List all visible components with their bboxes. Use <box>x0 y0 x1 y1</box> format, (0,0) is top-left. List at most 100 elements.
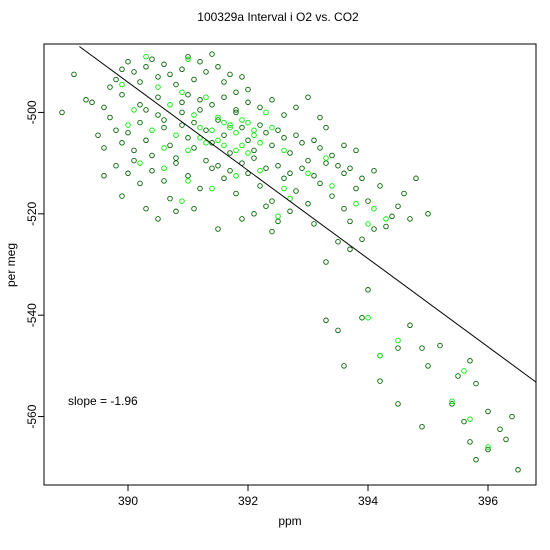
data-point <box>215 137 221 144</box>
data-point <box>371 167 377 174</box>
data-point <box>191 112 197 118</box>
data-point <box>185 53 191 60</box>
data-point <box>125 129 131 136</box>
data-point <box>155 216 161 222</box>
data-point <box>281 147 287 154</box>
data-point <box>203 140 209 146</box>
data-point <box>323 259 329 265</box>
data-point <box>305 170 311 177</box>
data-point <box>191 76 197 83</box>
data-point <box>395 203 401 209</box>
data-point <box>449 398 455 405</box>
data-point <box>173 81 179 88</box>
data-point <box>113 76 119 83</box>
data-point <box>377 352 383 359</box>
data-point <box>269 198 275 204</box>
data-point <box>515 467 521 473</box>
data-point <box>311 173 317 179</box>
data-point <box>179 198 185 204</box>
data-point <box>197 185 203 192</box>
data-point <box>467 358 473 364</box>
data-point <box>107 84 113 90</box>
data-point <box>245 137 251 144</box>
data-point <box>335 327 341 334</box>
data-point <box>263 165 269 171</box>
y-axis-label: per meg <box>4 243 18 287</box>
data-point <box>203 157 209 164</box>
data-point <box>221 119 227 126</box>
data-point <box>101 173 107 179</box>
data-point <box>149 167 155 174</box>
data-point <box>245 119 251 126</box>
data-point <box>473 456 479 463</box>
data-point <box>365 221 371 227</box>
data-point <box>233 129 239 136</box>
data-point <box>437 342 443 349</box>
data-point <box>125 170 131 177</box>
data-point <box>107 114 113 121</box>
data-point <box>227 122 233 128</box>
data-point <box>359 236 365 242</box>
data-point <box>203 69 209 75</box>
data-point <box>143 205 149 212</box>
data-point <box>407 216 413 222</box>
data-point <box>179 122 185 128</box>
data-point <box>323 160 329 166</box>
data-point <box>485 446 491 453</box>
data-point <box>383 223 389 230</box>
data-point <box>299 165 305 171</box>
data-point <box>209 185 215 192</box>
data-point <box>137 79 143 85</box>
x-axis-label: ppm <box>278 514 301 528</box>
data-point <box>287 170 293 177</box>
data-point <box>395 401 401 407</box>
data-point <box>185 56 191 62</box>
data-point <box>179 99 185 106</box>
data-point <box>509 413 515 420</box>
data-point <box>485 444 491 450</box>
data-point <box>305 200 311 207</box>
data-point <box>359 314 365 321</box>
data-point <box>377 378 383 384</box>
data-point <box>323 124 329 131</box>
data-point <box>173 132 179 138</box>
data-point <box>401 190 407 197</box>
data-point <box>161 61 167 68</box>
data-point <box>263 203 269 209</box>
data-point <box>257 140 263 146</box>
data-point <box>167 195 173 202</box>
data-point <box>335 238 341 245</box>
data-point <box>119 81 125 88</box>
data-point <box>323 317 329 324</box>
data-point <box>203 127 209 133</box>
data-point <box>119 66 125 73</box>
data-point <box>239 142 245 149</box>
data-point <box>317 180 323 187</box>
data-point <box>143 64 149 70</box>
data-point <box>329 183 335 189</box>
data-point <box>503 436 509 443</box>
data-point <box>257 167 263 174</box>
data-point <box>239 124 245 131</box>
data-point <box>227 124 233 131</box>
data-point <box>173 155 179 161</box>
data-point <box>167 102 173 108</box>
data-point <box>365 287 371 293</box>
data-point <box>275 162 281 169</box>
data-point <box>341 363 347 369</box>
data-point <box>455 373 461 379</box>
data-point <box>233 89 239 95</box>
data-point <box>347 246 353 253</box>
data-point <box>125 122 131 128</box>
slope-annotation: slope = -1.96 <box>68 394 138 408</box>
data-point <box>137 102 143 108</box>
data-point <box>143 107 149 113</box>
data-point <box>245 99 251 106</box>
data-point <box>245 150 251 156</box>
data-point <box>497 426 503 432</box>
data-point <box>389 213 395 220</box>
data-point <box>191 205 197 212</box>
data-point <box>161 145 167 151</box>
data-point <box>113 162 119 169</box>
data-point <box>119 91 125 98</box>
